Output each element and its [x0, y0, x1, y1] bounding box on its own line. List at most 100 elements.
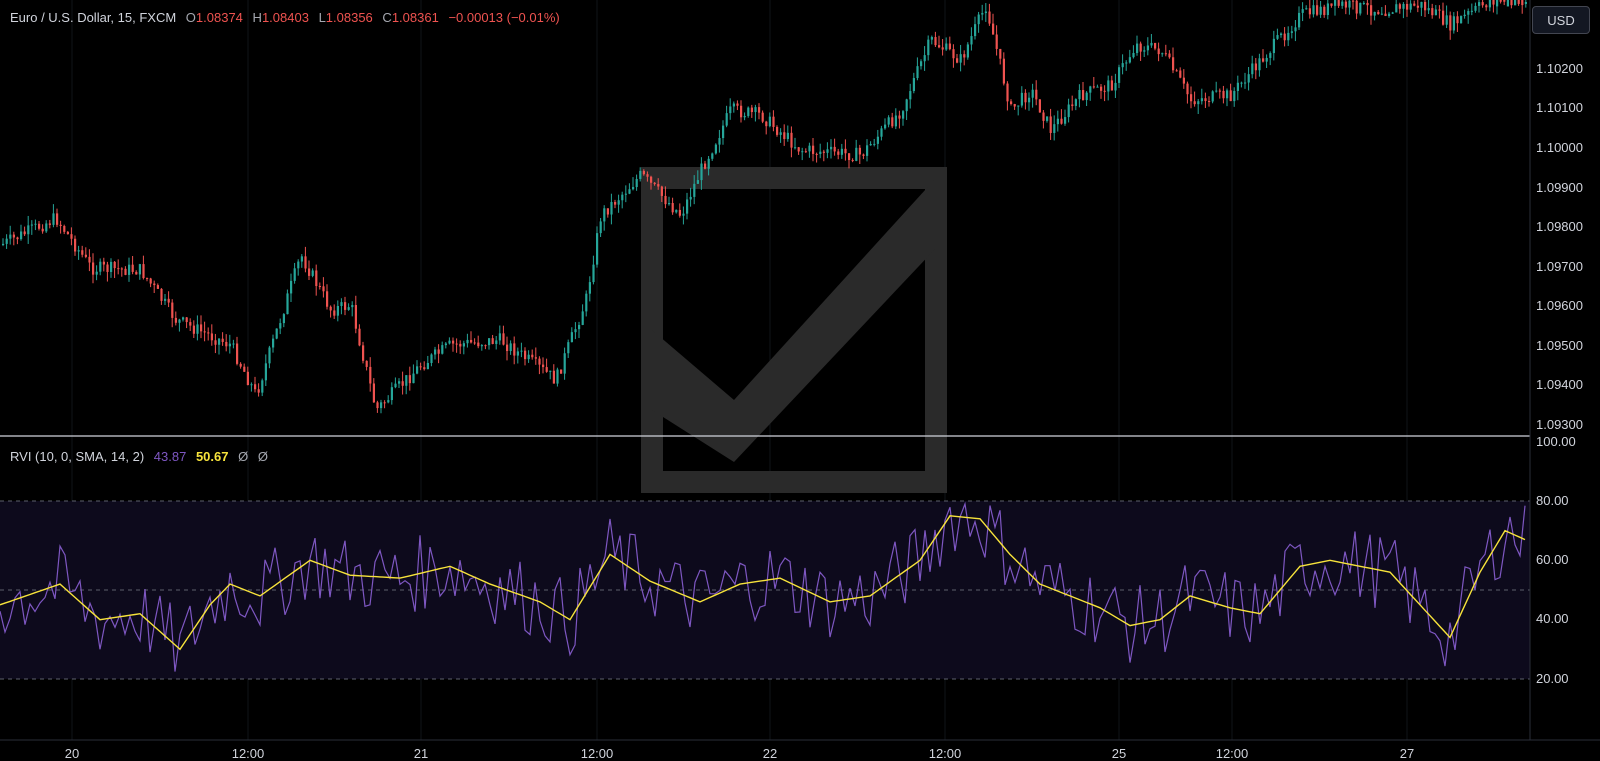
candle-body	[1330, 3, 1333, 6]
candle-body	[304, 256, 307, 269]
candle-body	[293, 268, 296, 281]
candle-body	[1074, 99, 1077, 106]
time-tick: 12:00	[580, 746, 614, 761]
candle-body	[74, 238, 77, 252]
candle-body	[1020, 92, 1023, 106]
candle-body	[1053, 124, 1056, 133]
candle-body	[722, 125, 725, 139]
candle-body	[797, 147, 800, 152]
candle-body	[1344, 1, 1347, 8]
candle-body	[1395, 4, 1398, 13]
candle-body	[912, 78, 915, 92]
candle-body	[1499, 0, 1502, 2]
candle-body	[1254, 63, 1257, 71]
candle-body	[200, 324, 203, 332]
candle-body	[1071, 104, 1074, 106]
candle-body	[124, 268, 127, 275]
candle-body	[92, 262, 95, 275]
candle-body	[534, 357, 537, 359]
candle-body	[390, 387, 393, 401]
candle-body	[1168, 53, 1171, 58]
candle-body	[333, 310, 336, 316]
candle-body	[603, 208, 606, 222]
candle-body	[279, 323, 282, 329]
candle-body	[930, 37, 933, 40]
indicator-tick: 20.00	[1536, 671, 1569, 686]
candle-body	[729, 106, 732, 114]
candle-body	[531, 354, 534, 358]
candle-body	[1092, 86, 1095, 88]
candle-body	[488, 338, 491, 346]
candle-body	[128, 264, 131, 275]
price-tick: 1.09600	[1536, 298, 1583, 313]
candle-body	[1049, 116, 1052, 133]
candle-body	[776, 126, 779, 135]
checkmark-logo-icon	[641, 167, 947, 493]
candle-body	[2, 243, 5, 245]
candle-body	[282, 314, 285, 324]
candle-body	[1218, 90, 1221, 92]
price-tick: 1.09800	[1536, 219, 1583, 234]
indicator-legend[interactable]: RVI (10, 0, SMA, 14, 2) 43.87 50.67 Ø Ø	[10, 449, 268, 464]
candle-body	[347, 307, 350, 310]
candle-body	[239, 363, 242, 367]
candle-body	[1517, 0, 1520, 4]
candle-body	[563, 353, 566, 374]
candle-body	[1456, 16, 1459, 24]
candle-body	[804, 151, 807, 153]
candle-body	[1002, 58, 1005, 84]
candle-body	[1154, 42, 1157, 49]
candle-body	[891, 117, 894, 127]
candle-body	[934, 37, 937, 46]
candle-body	[1510, 0, 1513, 6]
candle-body	[592, 264, 595, 283]
candle-body	[1251, 63, 1254, 75]
candle-body	[81, 250, 84, 255]
candle-body	[1128, 57, 1131, 63]
candle-body	[5, 238, 8, 244]
candle-body	[1290, 31, 1293, 33]
candle-body	[718, 138, 721, 145]
candle-body	[1236, 82, 1239, 91]
candle-body	[1485, 5, 1488, 8]
candle-body	[1132, 52, 1135, 58]
candle-body	[887, 117, 890, 125]
candle-body	[164, 298, 167, 301]
candle-body	[1272, 38, 1275, 54]
candle-body	[88, 256, 91, 263]
candle-body	[768, 116, 771, 127]
candle-body	[1308, 8, 1311, 15]
candle-body	[513, 343, 516, 356]
candle-body	[153, 283, 156, 286]
candle-body	[1323, 6, 1326, 16]
candle-body	[750, 107, 753, 113]
currency-button[interactable]: USD	[1532, 6, 1590, 34]
candle-body	[1359, 2, 1362, 14]
candle-body	[581, 311, 584, 325]
candle-body	[1258, 58, 1261, 71]
candle-body	[916, 66, 919, 79]
open-value: 1.08374	[195, 10, 243, 25]
candle-body	[1186, 83, 1189, 95]
candle-body	[70, 234, 73, 239]
candle-body	[1229, 90, 1232, 102]
candle-body	[992, 23, 995, 35]
candle-body	[1481, 2, 1484, 6]
candle-body	[516, 351, 519, 356]
candle-body	[1524, 2, 1527, 4]
candle-body	[84, 254, 87, 257]
candle-body	[1352, 0, 1355, 2]
candle-body	[920, 61, 923, 67]
candle-body	[1449, 15, 1452, 31]
candle-body	[1452, 16, 1455, 31]
candle-body	[502, 333, 505, 345]
candle-body	[754, 107, 757, 113]
candle-body	[700, 163, 703, 181]
candle-body	[398, 381, 401, 384]
candle-body	[106, 264, 109, 272]
indicator-tick: 100.00	[1536, 434, 1576, 449]
symbol-legend[interactable]: Euro / U.S. Dollar, 15, FXCM O1.08374 H1…	[10, 10, 560, 25]
candle-body	[452, 340, 455, 344]
candle-body	[142, 264, 145, 279]
